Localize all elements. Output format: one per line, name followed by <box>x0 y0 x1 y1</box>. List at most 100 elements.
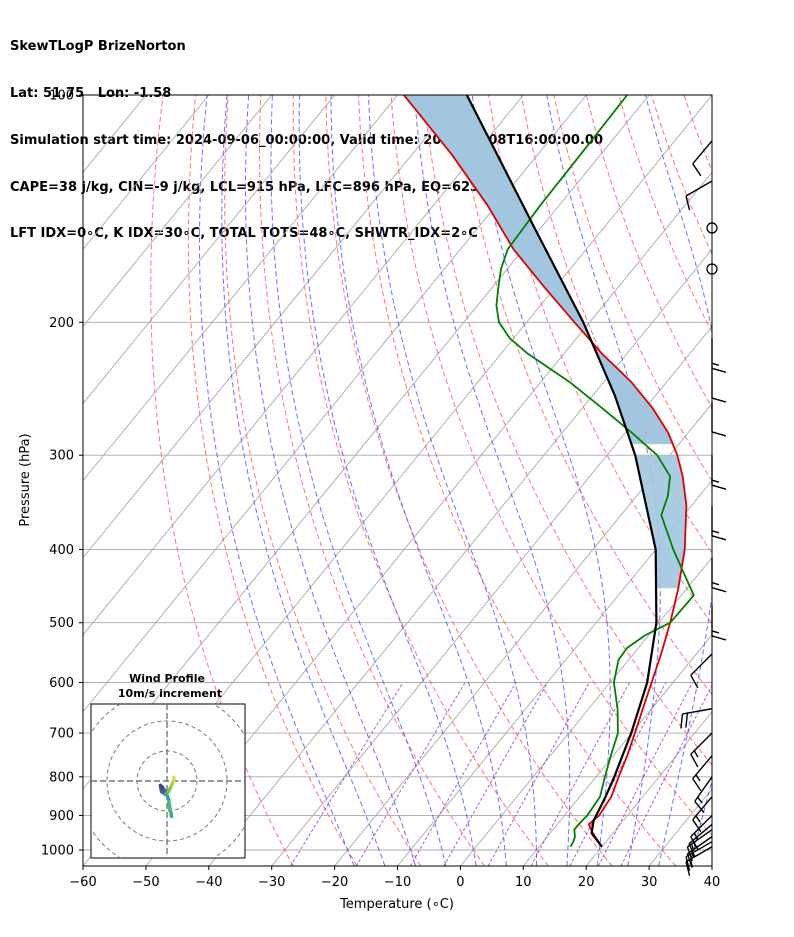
mixing-ratio-line <box>530 682 630 866</box>
barb-flag <box>690 674 699 689</box>
hodograph-title: Wind Profile <box>129 672 205 685</box>
x-tick-label: −60 <box>69 875 96 890</box>
barb-half-flag <box>711 479 720 483</box>
isotherm <box>145 171 712 866</box>
isotherm <box>83 95 461 559</box>
x-tick-label: 20 <box>578 875 595 890</box>
wind-barb <box>694 776 713 814</box>
barb-half-flag <box>711 362 720 366</box>
wind-barb <box>692 140 713 177</box>
isotherm <box>83 95 210 251</box>
barb-half-flag <box>711 530 720 534</box>
dry-adiabat <box>258 95 485 866</box>
y-tick-label: 400 <box>49 543 74 558</box>
barb-flag <box>686 853 693 868</box>
barb-flag <box>694 800 705 814</box>
dry-adiabat <box>488 95 712 625</box>
barb-half-flag <box>711 630 720 634</box>
dry-adiabat <box>390 95 712 837</box>
cape-area-lower <box>635 455 687 589</box>
x-tick-label: −20 <box>321 875 348 890</box>
isotherm <box>83 95 84 96</box>
barb-half-flag <box>690 843 695 852</box>
wind-barb <box>706 222 718 234</box>
y-tick-label: 800 <box>49 770 74 785</box>
moist-adiabat <box>221 95 386 866</box>
barb-flag <box>711 431 727 437</box>
barb-flag <box>690 753 699 768</box>
y-tick-label: 900 <box>49 809 74 824</box>
isotherm <box>711 865 712 866</box>
barb-half-flag <box>695 774 701 782</box>
plot-series <box>403 95 695 848</box>
isotherm <box>83 95 336 405</box>
dry-adiabat <box>455 95 712 696</box>
dry-adiabat <box>150 95 294 866</box>
isotherm <box>522 634 712 866</box>
barb-flag <box>690 836 699 850</box>
x-axis-label: Temperature (∘C) <box>339 897 454 912</box>
dry-adiabat <box>187 95 358 866</box>
moist-adiabat <box>330 95 507 866</box>
moist-adiabat <box>270 95 447 866</box>
dry-adiabat <box>224 95 422 866</box>
wind-barb <box>711 505 727 541</box>
x-tick-label: −50 <box>132 875 159 890</box>
x-tick-label: 30 <box>641 875 658 890</box>
location: Lat: 51.75 Lon: -1.58 <box>10 85 172 101</box>
barb-flag <box>711 397 727 403</box>
moist-adiabat <box>245 95 416 866</box>
wind-barb <box>711 368 727 403</box>
barb-flag <box>711 586 727 593</box>
x-tick-label: −40 <box>195 875 222 890</box>
x-tick-label: 0 <box>456 875 464 890</box>
calm-circle <box>706 222 718 234</box>
y-tick-label: 1000 <box>41 844 74 859</box>
temperature-profile <box>403 95 688 848</box>
dry-adiabat <box>782 95 794 866</box>
dry-adiabat <box>325 95 613 866</box>
y-tick-label: 700 <box>49 727 74 742</box>
dry-adiabat <box>585 95 712 409</box>
isotherm <box>585 711 712 866</box>
barb-flag <box>686 846 693 861</box>
isotherm <box>775 95 794 866</box>
moist-adiabat <box>644 95 712 866</box>
x-tick-label: 10 <box>515 875 532 890</box>
barb-flag <box>685 713 689 728</box>
barb-staff <box>692 140 713 165</box>
hodograph-subtitle: 10m/s increment <box>118 687 222 700</box>
wind-barb <box>711 455 727 490</box>
isotherm <box>271 325 712 866</box>
dry-adiabat <box>423 95 712 766</box>
barb-flag <box>692 819 702 833</box>
moist-adiabat <box>720 95 794 866</box>
x-tick-label: −10 <box>384 875 411 890</box>
isotherm <box>334 402 712 866</box>
wind-barb <box>711 605 727 641</box>
x-tick-label: 40 <box>704 875 721 890</box>
moist-adiabat <box>298 95 477 866</box>
barb-flag <box>711 367 727 373</box>
barb-half-flag <box>711 581 720 586</box>
mixing-ratio-line <box>620 684 712 866</box>
barb-flag <box>711 484 727 490</box>
hodograph-inset: Wind Profile 10m/s increment <box>90 672 246 859</box>
axes: −60 −50 −40 −30 −20 −10 0 10 20 30 40 1000 900 800 700… <box>41 89 720 891</box>
barb-flag <box>692 163 702 177</box>
wind-barb <box>711 401 727 437</box>
barb-flag <box>688 843 696 858</box>
moist-adiabat <box>199 95 355 866</box>
y-tick-label: 100 <box>49 89 74 104</box>
barb-staff <box>690 653 713 676</box>
barb-flag <box>711 535 727 541</box>
y-axis-label: Pressure (hPa) <box>18 433 33 526</box>
mixing-ratio-line <box>409 682 517 866</box>
wind-barb <box>690 814 713 850</box>
wind-barb <box>711 557 727 593</box>
barb-staff <box>685 180 713 197</box>
calm-circle <box>706 263 718 275</box>
barb-half-flag <box>697 796 703 804</box>
dry-adiabat <box>749 95 794 866</box>
moist-adiabat <box>471 95 611 866</box>
